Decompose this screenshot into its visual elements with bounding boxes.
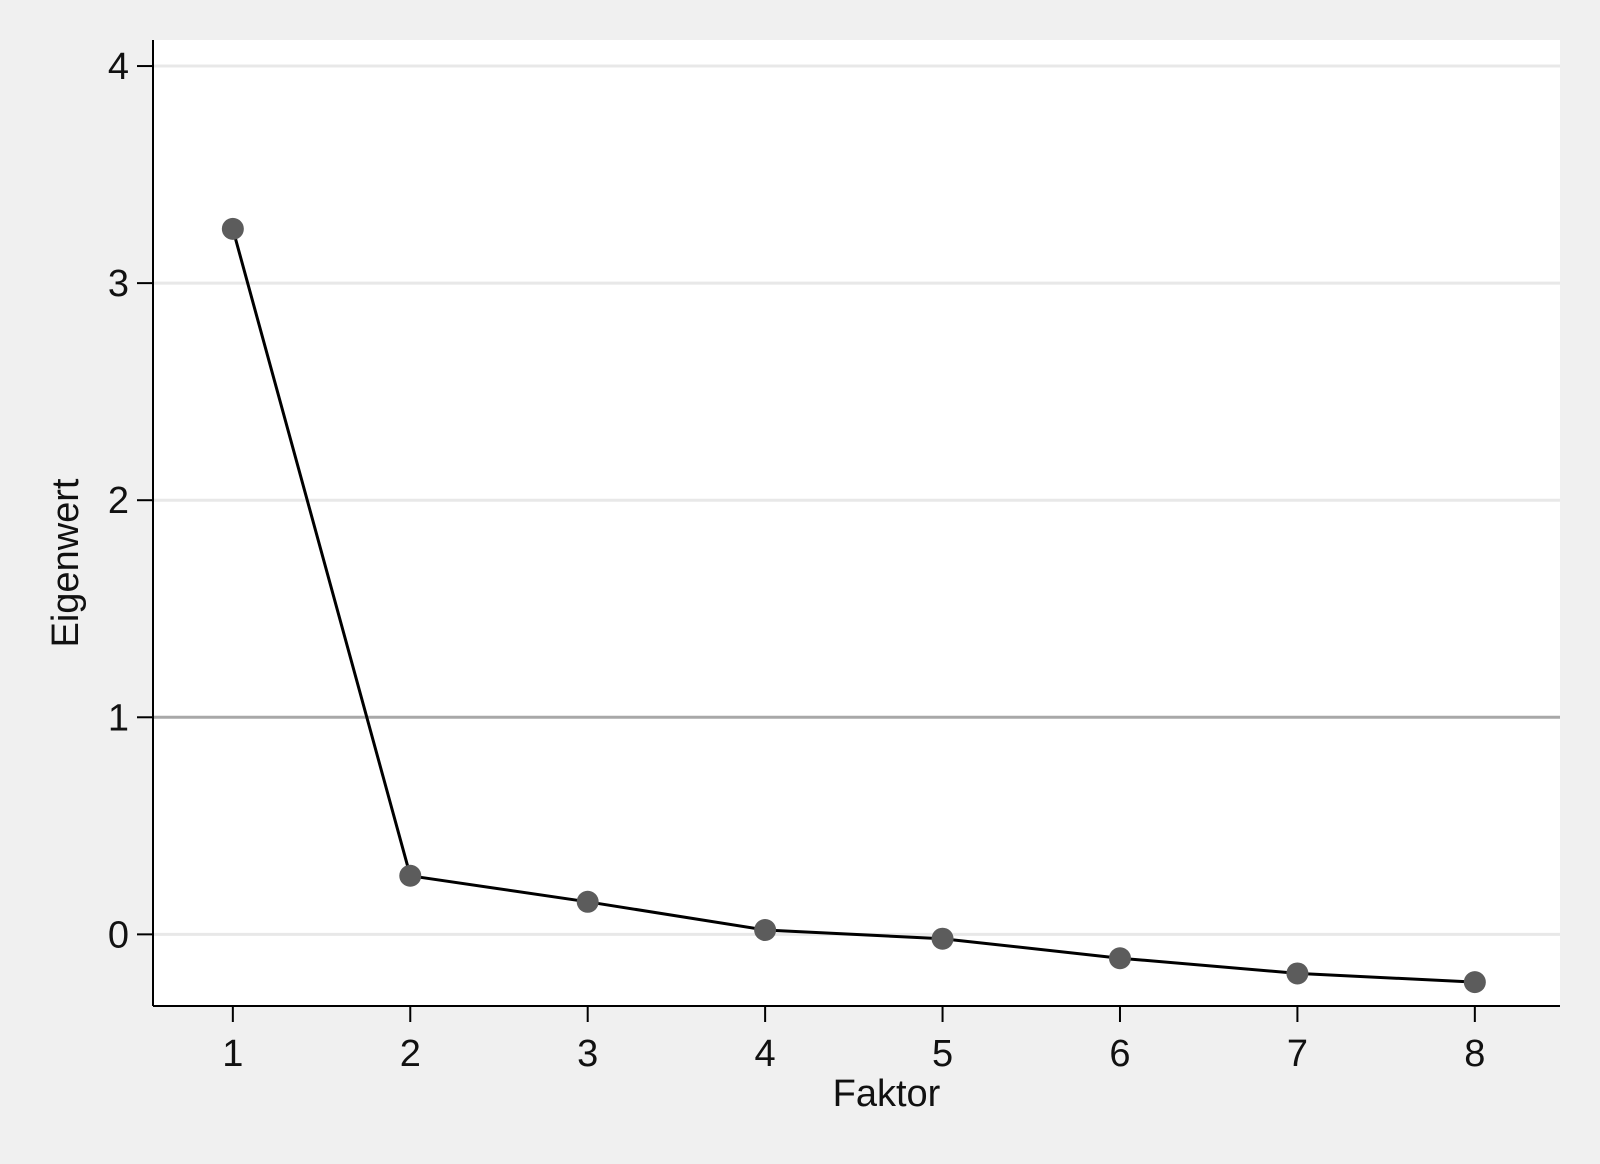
y-tick-label: 1 bbox=[108, 697, 129, 739]
x-tick-label: 7 bbox=[1287, 1033, 1308, 1075]
data-point bbox=[1463, 971, 1486, 994]
data-point bbox=[399, 864, 422, 887]
y-tick-label: 0 bbox=[108, 914, 129, 956]
data-point bbox=[576, 890, 599, 913]
data-point bbox=[221, 217, 244, 240]
x-tick-label: 3 bbox=[577, 1033, 598, 1075]
plot-area bbox=[153, 40, 1560, 1006]
data-point bbox=[1108, 947, 1131, 970]
y-tick-label: 3 bbox=[108, 263, 129, 305]
x-tick-label: 1 bbox=[222, 1033, 243, 1075]
x-tick-label: 5 bbox=[932, 1033, 953, 1075]
x-tick-label: 6 bbox=[1109, 1033, 1130, 1075]
data-point bbox=[1286, 962, 1309, 985]
series-line bbox=[231, 228, 1475, 984]
data-point bbox=[931, 927, 954, 950]
x-tick-label: 2 bbox=[400, 1033, 421, 1075]
axes: 0 1 2 3 4 1 2 3 4 5 6 7 8 bbox=[108, 40, 1560, 1075]
gridlines bbox=[153, 64, 1560, 936]
data-point bbox=[754, 919, 777, 942]
series-layer bbox=[221, 217, 1486, 994]
y-tick-label: 2 bbox=[108, 480, 129, 522]
x-tick-label: 4 bbox=[755, 1033, 776, 1075]
y-axis-title: Eigenwert bbox=[45, 478, 87, 647]
y-tick-label: 4 bbox=[108, 46, 129, 88]
x-tick-label: 8 bbox=[1464, 1033, 1485, 1075]
x-axis-title: Faktor bbox=[833, 1073, 941, 1115]
